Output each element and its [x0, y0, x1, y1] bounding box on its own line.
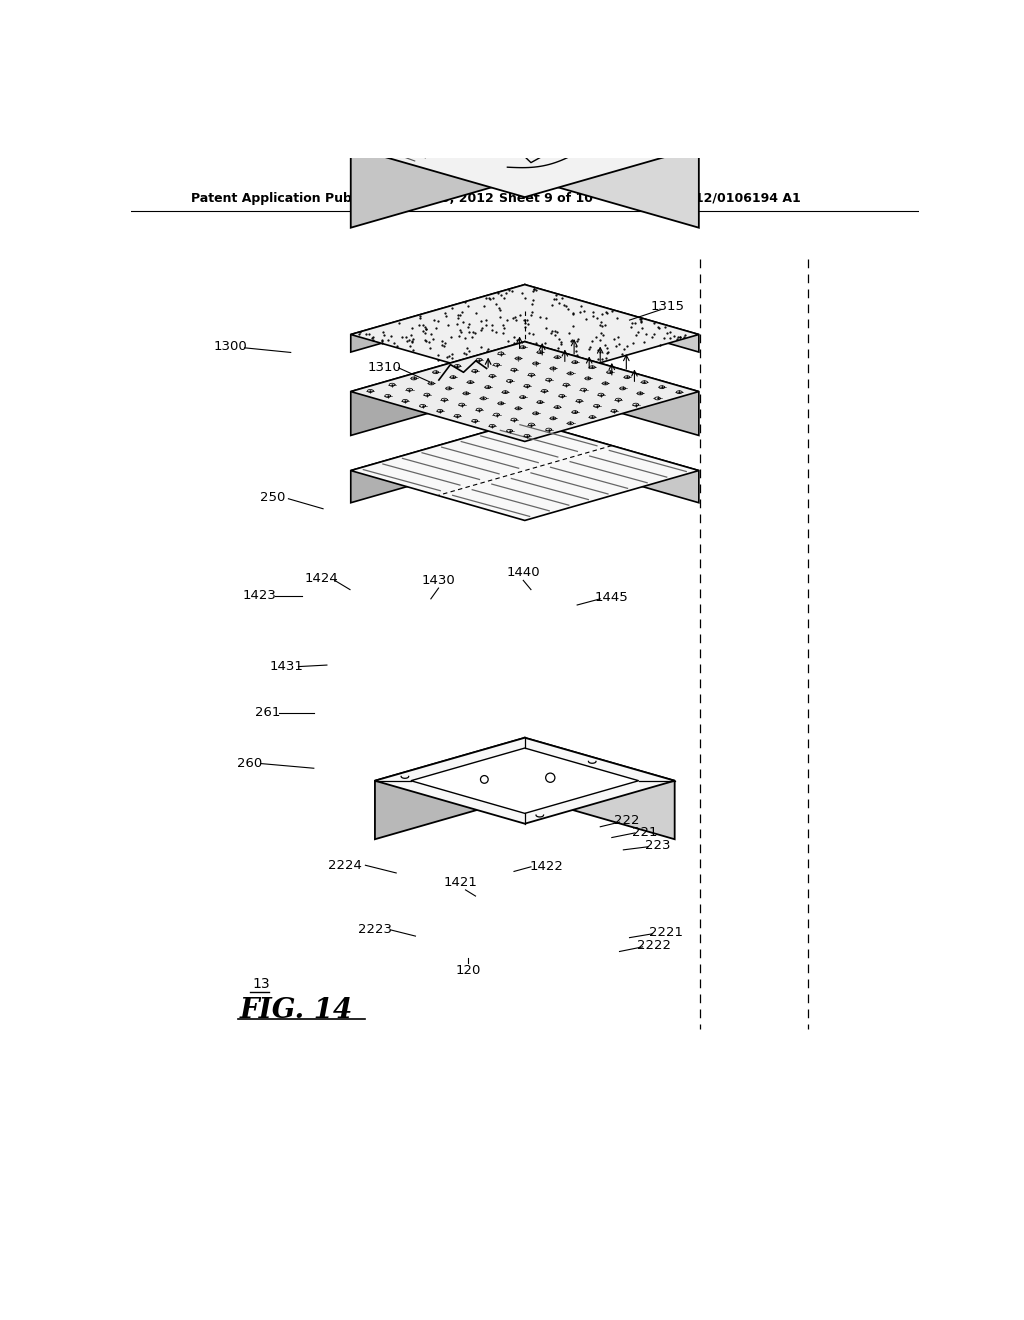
Text: 1424: 1424 — [305, 573, 338, 585]
Polygon shape — [351, 342, 698, 441]
Polygon shape — [524, 342, 698, 436]
Circle shape — [480, 776, 488, 783]
Polygon shape — [375, 738, 675, 824]
Text: 250: 250 — [260, 491, 286, 504]
Polygon shape — [351, 285, 698, 384]
Polygon shape — [524, 738, 675, 840]
Text: 1421: 1421 — [443, 875, 477, 888]
Text: 260: 260 — [238, 758, 262, 770]
Text: 261: 261 — [255, 706, 281, 719]
Text: May 3, 2012: May 3, 2012 — [408, 191, 494, 205]
Text: Patent Application Publication: Patent Application Publication — [190, 191, 403, 205]
Text: 2224: 2224 — [328, 859, 361, 871]
Text: 2223: 2223 — [358, 924, 392, 936]
Text: 223: 223 — [645, 838, 671, 851]
Polygon shape — [411, 748, 639, 813]
Text: 1310: 1310 — [368, 362, 401, 375]
Polygon shape — [351, 342, 524, 436]
Polygon shape — [524, 285, 698, 352]
Text: 1422: 1422 — [529, 861, 563, 874]
Text: 1315: 1315 — [651, 300, 685, 313]
Text: 2221: 2221 — [649, 925, 683, 939]
Text: 2222: 2222 — [637, 939, 671, 952]
Polygon shape — [351, 98, 524, 227]
Text: 1431: 1431 — [269, 660, 303, 673]
Polygon shape — [524, 421, 698, 503]
Text: 222: 222 — [614, 814, 640, 828]
Text: 221: 221 — [632, 826, 657, 840]
Text: 1430: 1430 — [422, 574, 456, 587]
Text: US 2012/0106194 A1: US 2012/0106194 A1 — [654, 191, 801, 205]
Text: 1445: 1445 — [595, 591, 629, 603]
Text: 1440: 1440 — [507, 566, 540, 579]
Polygon shape — [351, 421, 524, 503]
Text: 1300: 1300 — [214, 339, 248, 352]
Polygon shape — [351, 285, 524, 352]
Circle shape — [546, 774, 555, 783]
Polygon shape — [351, 98, 698, 197]
Text: 120: 120 — [455, 964, 480, 977]
Text: 13: 13 — [252, 977, 270, 991]
Text: 1423: 1423 — [243, 589, 276, 602]
Polygon shape — [524, 98, 698, 227]
Polygon shape — [351, 421, 698, 520]
Text: FIG. 14: FIG. 14 — [240, 997, 353, 1023]
Polygon shape — [375, 738, 524, 840]
Text: Sheet 9 of 10: Sheet 9 of 10 — [499, 191, 593, 205]
